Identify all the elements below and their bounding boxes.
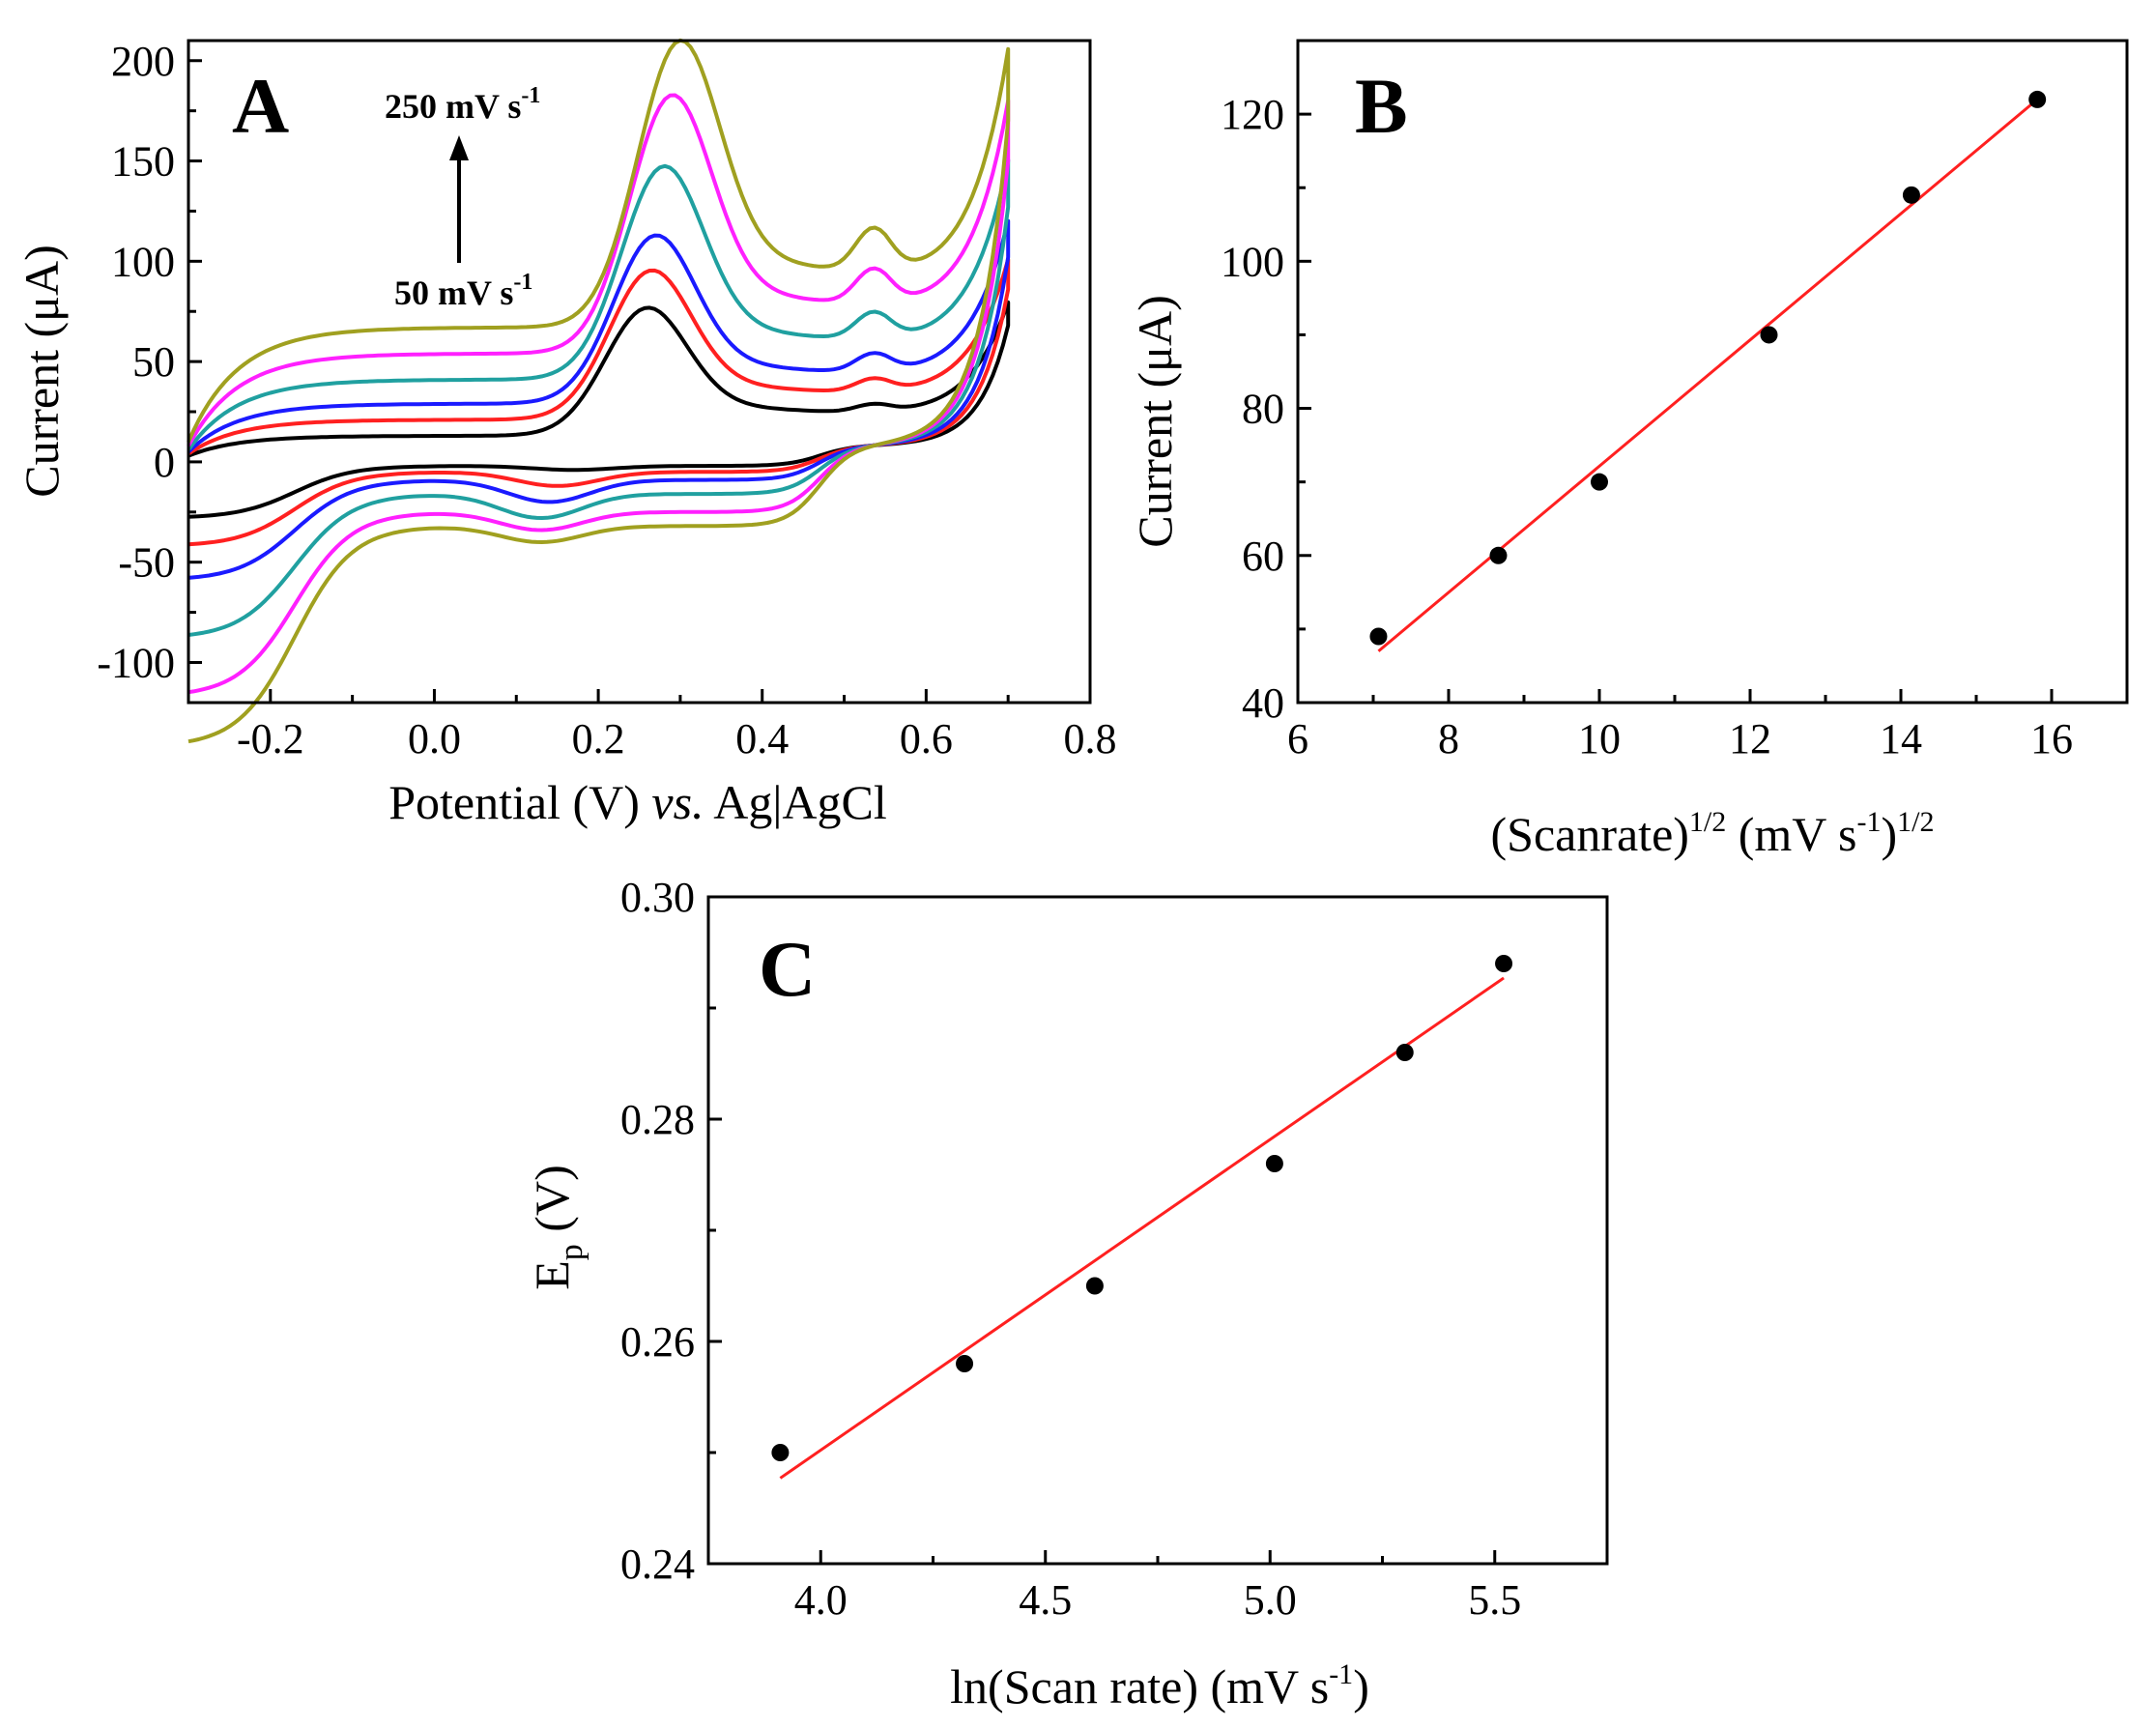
- y-tick-label: 80: [1242, 386, 1284, 433]
- x-tick-label: -0.2: [237, 715, 304, 763]
- panel-c-points: [771, 955, 1513, 1461]
- y-tick-label: 0: [154, 439, 175, 486]
- panel-c-letter: C: [759, 925, 816, 1013]
- cv-curve: [187, 158, 1011, 637]
- y-tick-label: 100: [1221, 238, 1284, 285]
- panel-a: -0.2 0.0 0.2 0.4 0.6 0.8 -100 -50 0 50 100 150 200 A…: [14, 38, 1117, 829]
- panel-c-y-label: Ep (V): [525, 1165, 589, 1289]
- x-tick-label: 16: [2030, 715, 2073, 763]
- x-tick-label: 8: [1438, 715, 1459, 763]
- panel-a-x-label: Potential (V) vs. Ag|AgCl: [388, 775, 887, 829]
- cv-curve: [187, 38, 1011, 744]
- panel-c-ticks: 4.0 4.5 5.0 5.5 0.24 0.26 0.28 0.30: [620, 874, 1521, 1624]
- data-point: [1265, 1155, 1283, 1172]
- panel-a-frame: [187, 39, 1092, 705]
- y-tick-label: -100: [97, 639, 175, 686]
- x-tick-label: 0.6: [900, 715, 953, 763]
- panel-b-y-label: Current (μA): [1128, 295, 1182, 547]
- x-tick-label: 5.5: [1468, 1576, 1521, 1624]
- y-tick-label: 120: [1221, 91, 1284, 138]
- scan-rate-arrow-head: [449, 135, 469, 160]
- y-tick-label: 100: [111, 238, 175, 285]
- data-point: [1489, 546, 1508, 564]
- x-tick-label: 6: [1287, 715, 1308, 763]
- data-point: [956, 1355, 974, 1372]
- y-tick-label: 0.26: [620, 1318, 695, 1366]
- panel-c-frame: [706, 895, 1609, 1566]
- panel-b-frame: [1296, 39, 2129, 705]
- y-tick-label: 40: [1242, 679, 1284, 727]
- data-point: [1369, 627, 1388, 646]
- x-tick-label: 0.4: [735, 715, 789, 763]
- x-tick-label: 5.0: [1244, 1576, 1297, 1624]
- panel-a-y-label: Current (μA): [14, 245, 69, 497]
- annotation-top: 250 mV s-1: [385, 83, 540, 126]
- x-tick-label: 0.2: [572, 715, 625, 763]
- y-tick-label: 0.28: [620, 1096, 695, 1143]
- x-tick-label: 10: [1578, 715, 1621, 763]
- data-point: [1591, 473, 1608, 491]
- y-tick-label: 50: [132, 338, 175, 386]
- y-tick-label: -50: [118, 539, 175, 587]
- data-point: [1902, 186, 1920, 204]
- data-point: [771, 1444, 790, 1461]
- x-tick-label: 14: [1880, 715, 1922, 763]
- x-tick-label: 0.8: [1064, 715, 1117, 763]
- y-tick-label: 150: [111, 138, 175, 186]
- x-tick-label: 12: [1729, 715, 1771, 763]
- y-tick-label: 0.30: [620, 874, 695, 921]
- x-tick-label: 0.0: [408, 715, 461, 763]
- cv-curve: [187, 218, 1011, 580]
- panel-b: 6 8 10 12 14 16 40 60 80 100 120 B (Scanrate)1/2 (…: [1128, 39, 2129, 861]
- panel-a-ticks: -0.2 0.0 0.2 0.4 0.6 0.8 -100 -50 0 50 100 150 200: [97, 38, 1116, 763]
- data-point: [1495, 955, 1513, 972]
- y-tick-label: 200: [111, 38, 175, 85]
- y-tick-label: 60: [1242, 533, 1284, 580]
- cv-curves: [187, 38, 1011, 744]
- data-point: [2028, 90, 2047, 108]
- cv-curve: [187, 257, 1011, 547]
- panel-b-ticks: 6 8 10 12 14 16 40 60 80 100 120: [1221, 91, 2073, 763]
- data-point: [1395, 1044, 1414, 1061]
- panel-b-fit-line: [1377, 98, 2039, 652]
- cv-curve: [187, 300, 1011, 519]
- panel-c-fit-line: [779, 976, 1505, 1480]
- annotation-bottom: 50 mV s-1: [394, 270, 532, 312]
- panel-b-x-label: (Scanrate)1/2 (mV s-1)1/2: [1491, 806, 1935, 861]
- panel-c: 4.0 4.5 5.0 5.5 0.24 0.26 0.28 0.30 C ln(Scan r…: [525, 874, 1609, 1714]
- x-tick-label: 4.5: [1019, 1576, 1072, 1624]
- panel-a-letter: A: [232, 62, 289, 150]
- panel-b-letter: B: [1355, 62, 1408, 150]
- x-tick-label: 4.0: [794, 1576, 848, 1624]
- data-point: [1760, 326, 1778, 344]
- data-point: [1085, 1277, 1104, 1295]
- panel-b-points: [1369, 90, 2047, 646]
- panel-c-x-label: ln(Scan rate) (mV s-1): [950, 1658, 1369, 1714]
- y-tick-label: 0.24: [620, 1541, 695, 1588]
